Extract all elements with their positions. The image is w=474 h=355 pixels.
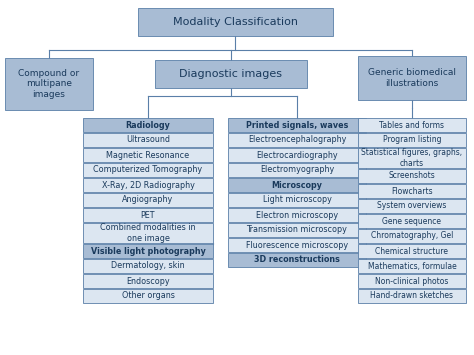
Text: Electrocardiography: Electrocardiography	[256, 151, 338, 159]
FancyBboxPatch shape	[228, 253, 366, 267]
Text: PET: PET	[141, 211, 155, 219]
FancyBboxPatch shape	[83, 118, 213, 132]
FancyBboxPatch shape	[83, 148, 213, 162]
Text: Other organs: Other organs	[121, 291, 174, 300]
FancyBboxPatch shape	[358, 274, 466, 288]
FancyBboxPatch shape	[358, 244, 466, 258]
Text: Printed signals, waves: Printed signals, waves	[246, 120, 348, 130]
FancyBboxPatch shape	[228, 148, 366, 162]
Text: Flowcharts: Flowcharts	[391, 186, 433, 196]
FancyBboxPatch shape	[358, 199, 466, 213]
FancyBboxPatch shape	[358, 133, 466, 147]
Text: Chromatography, Gel: Chromatography, Gel	[371, 231, 453, 240]
FancyBboxPatch shape	[228, 178, 366, 192]
Text: Visible light photography: Visible light photography	[91, 246, 205, 256]
FancyBboxPatch shape	[228, 193, 366, 207]
FancyBboxPatch shape	[228, 223, 366, 237]
FancyBboxPatch shape	[83, 223, 213, 243]
Text: X-Ray, 2D Radiography: X-Ray, 2D Radiography	[101, 180, 194, 190]
Text: System overviews: System overviews	[377, 202, 447, 211]
FancyBboxPatch shape	[228, 208, 366, 222]
Text: Fluorescence microscopy: Fluorescence microscopy	[246, 240, 348, 250]
FancyBboxPatch shape	[358, 184, 466, 198]
Text: Generic biomedical
illustrations: Generic biomedical illustrations	[368, 68, 456, 88]
FancyBboxPatch shape	[83, 244, 213, 258]
FancyBboxPatch shape	[83, 133, 213, 147]
FancyBboxPatch shape	[155, 60, 307, 88]
Text: Magnetic Resonance: Magnetic Resonance	[107, 151, 190, 159]
FancyBboxPatch shape	[358, 56, 466, 100]
Text: Light microscopy: Light microscopy	[263, 196, 331, 204]
Text: Ultrasound: Ultrasound	[126, 136, 170, 144]
FancyBboxPatch shape	[83, 163, 213, 177]
Text: Chemical structure: Chemical structure	[375, 246, 448, 256]
FancyBboxPatch shape	[358, 148, 466, 168]
FancyBboxPatch shape	[228, 238, 366, 252]
FancyBboxPatch shape	[358, 169, 466, 183]
FancyBboxPatch shape	[358, 118, 466, 132]
Text: Compound or
multipane
images: Compound or multipane images	[18, 69, 80, 99]
FancyBboxPatch shape	[83, 178, 213, 192]
FancyBboxPatch shape	[228, 118, 366, 132]
Text: Electromyography: Electromyography	[260, 165, 334, 175]
Text: Program listing: Program listing	[383, 136, 441, 144]
FancyBboxPatch shape	[358, 229, 466, 243]
FancyBboxPatch shape	[83, 274, 213, 288]
Text: Tables and forms: Tables and forms	[380, 120, 445, 130]
FancyBboxPatch shape	[228, 163, 366, 177]
Text: Computerized Tomography: Computerized Tomography	[93, 165, 202, 175]
Text: Electron microscopy: Electron microscopy	[256, 211, 338, 219]
FancyBboxPatch shape	[83, 193, 213, 207]
FancyBboxPatch shape	[83, 289, 213, 303]
Text: 3D reconstructions: 3D reconstructions	[254, 256, 340, 264]
FancyBboxPatch shape	[83, 208, 213, 222]
Text: Microscopy: Microscopy	[272, 180, 322, 190]
Text: Transmission microscopy: Transmission microscopy	[246, 225, 347, 235]
Text: Modality Classification: Modality Classification	[173, 17, 298, 27]
Text: Non-clinical photos: Non-clinical photos	[375, 277, 449, 285]
FancyBboxPatch shape	[83, 259, 213, 273]
Text: Endoscopy: Endoscopy	[126, 277, 170, 285]
Text: Electroencephalography: Electroencephalography	[248, 136, 346, 144]
FancyBboxPatch shape	[358, 289, 466, 303]
Text: Statistical figures, graphs,
charts: Statistical figures, graphs, charts	[362, 148, 463, 168]
Text: Hand-drawn sketches: Hand-drawn sketches	[371, 291, 454, 300]
FancyBboxPatch shape	[358, 214, 466, 228]
Text: Diagnostic images: Diagnostic images	[180, 69, 283, 79]
Text: Dermatology, skin: Dermatology, skin	[111, 262, 185, 271]
Text: Angiography: Angiography	[122, 196, 173, 204]
FancyBboxPatch shape	[5, 58, 93, 110]
Text: Screenshots: Screenshots	[389, 171, 436, 180]
FancyBboxPatch shape	[138, 8, 333, 36]
FancyBboxPatch shape	[358, 259, 466, 273]
FancyBboxPatch shape	[228, 133, 366, 147]
Text: Radiology: Radiology	[126, 120, 171, 130]
Text: Mathematics, formulae: Mathematics, formulae	[368, 262, 456, 271]
Text: Gene sequence: Gene sequence	[383, 217, 441, 225]
Text: Combined modalities in
one image: Combined modalities in one image	[100, 223, 196, 243]
